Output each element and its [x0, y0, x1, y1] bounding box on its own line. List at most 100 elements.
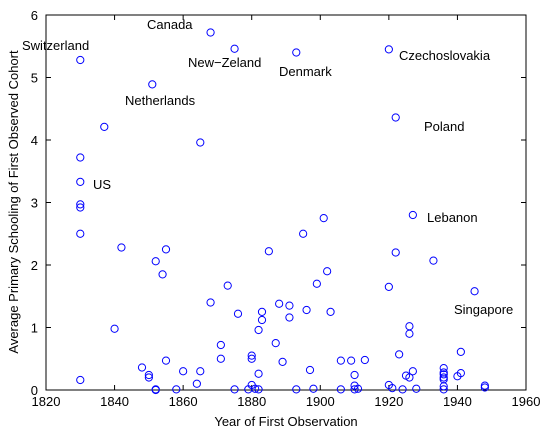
y-tick-label: 6	[31, 8, 38, 23]
point	[110, 324, 119, 333]
point	[230, 385, 239, 394]
point	[408, 367, 417, 376]
point	[391, 113, 400, 122]
point	[353, 384, 363, 393]
point	[144, 370, 153, 380]
point	[251, 384, 260, 393]
point	[384, 282, 393, 291]
point	[254, 325, 263, 335]
point	[76, 375, 85, 385]
y-tick-label: 3	[31, 196, 38, 211]
point	[429, 256, 438, 265]
point	[285, 313, 294, 322]
point	[76, 229, 85, 238]
point	[388, 384, 397, 393]
point	[350, 385, 359, 394]
point	[161, 356, 171, 365]
x-tick-label: 1820	[32, 394, 61, 409]
annotation: Czechoslovakia	[399, 48, 491, 63]
point	[305, 365, 315, 375]
y-tick-label: 4	[31, 133, 38, 148]
annotation: New−Zeland	[188, 55, 261, 70]
point	[117, 243, 126, 252]
y-tick-label: 5	[31, 71, 38, 86]
point	[292, 385, 301, 394]
x-axis-label: Year of First Observation	[214, 414, 357, 429]
y-axis-label: Average Primary Schooling of First Obser…	[6, 50, 21, 354]
annotation: Canada	[147, 17, 193, 32]
point	[336, 385, 345, 394]
point	[264, 247, 273, 256]
point	[247, 351, 256, 360]
point	[347, 356, 356, 365]
point	[233, 309, 243, 318]
point	[254, 369, 263, 378]
annotation: Switzerland	[22, 38, 89, 53]
point	[257, 307, 267, 316]
point	[76, 177, 85, 186]
point	[278, 357, 287, 366]
point	[76, 203, 85, 212]
point	[309, 384, 318, 393]
point	[271, 339, 280, 348]
point	[230, 44, 239, 53]
point	[323, 267, 332, 276]
x-tick-label: 1960	[512, 394, 541, 409]
x-tick-label: 1840	[100, 394, 129, 409]
point	[336, 356, 345, 365]
point	[151, 385, 160, 395]
point	[408, 210, 417, 220]
point	[179, 367, 188, 376]
point	[384, 45, 393, 54]
point	[292, 48, 301, 57]
point	[206, 298, 215, 307]
point	[76, 55, 85, 65]
point	[148, 80, 157, 89]
point	[302, 305, 311, 315]
point	[456, 369, 465, 378]
point	[254, 385, 263, 394]
point	[391, 248, 400, 257]
point	[456, 347, 465, 356]
y-tick-label: 2	[31, 258, 38, 273]
point	[151, 257, 160, 266]
point	[216, 340, 225, 350]
point	[161, 245, 171, 254]
point	[439, 370, 448, 379]
x-tick-label: 1940	[443, 394, 472, 409]
point	[319, 214, 328, 223]
point	[257, 315, 267, 325]
point	[76, 200, 85, 209]
point	[247, 354, 256, 363]
point	[76, 153, 85, 162]
x-tick-label: 1900	[306, 394, 335, 409]
x-tick-label: 1880	[237, 394, 266, 409]
annotation: Netherlands	[125, 93, 196, 108]
y-tick-label: 1	[31, 321, 38, 336]
point	[216, 354, 225, 363]
point	[350, 370, 359, 380]
point	[326, 307, 335, 316]
point	[172, 385, 181, 394]
point	[275, 299, 284, 308]
point	[405, 329, 414, 338]
point	[439, 382, 448, 391]
point	[439, 385, 448, 394]
point	[439, 364, 448, 373]
point	[144, 373, 153, 382]
point	[223, 281, 232, 290]
y-tick-label: 0	[31, 383, 38, 398]
annotation: Denmark	[279, 64, 332, 79]
point	[299, 229, 308, 238]
point	[405, 322, 414, 331]
point	[285, 301, 294, 310]
point	[196, 367, 205, 376]
point	[137, 363, 147, 372]
point	[192, 379, 201, 388]
point	[405, 373, 414, 382]
x-tick-label: 1860	[169, 394, 198, 409]
point	[158, 270, 167, 279]
point	[360, 355, 369, 365]
x-tick-label: 1920	[374, 394, 403, 409]
annotation: US	[93, 177, 111, 192]
